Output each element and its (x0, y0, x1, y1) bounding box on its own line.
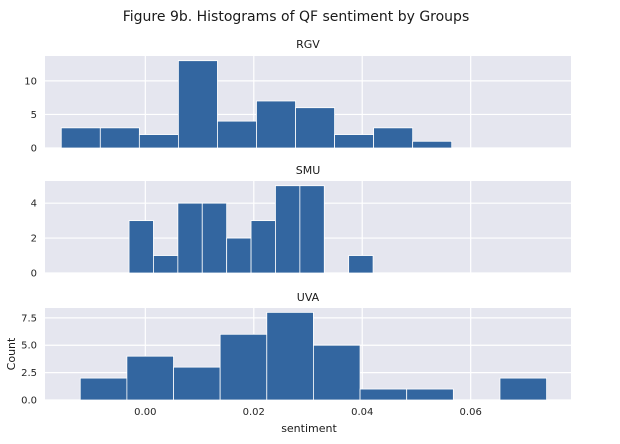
y-tick-label: 0 (31, 269, 37, 280)
y-axis-label: Count (5, 337, 18, 370)
histogram-bar (334, 134, 375, 149)
histogram-bar (412, 140, 453, 149)
histogram-bar (256, 100, 296, 149)
panel-rgv: 0 5 10 RGV (24, 38, 571, 155)
histogram-bar (177, 60, 218, 149)
x-tick-label: 0.00 (134, 407, 156, 418)
y-tick-label: 10 (24, 76, 37, 87)
histogram-bar (275, 185, 301, 274)
histogram-bar (126, 355, 174, 401)
y-tick-label: 0 (31, 144, 37, 155)
histogram-bar (153, 255, 179, 274)
histogram-bar (128, 220, 154, 274)
y-tick-label: 2 (31, 234, 37, 245)
histogram-bar (499, 377, 547, 401)
y-tick-label: 5.0 (21, 341, 37, 352)
histogram-bar (99, 127, 140, 149)
histogram-bar (348, 255, 374, 274)
panels: 0 5 10 RGV 0 2 4 SMU 0.0 2.5 5.0 7.5 UVA 0.00 0.02 0.04… (21, 38, 571, 418)
histogram-bar (138, 134, 179, 149)
x-axis-label: sentiment (281, 422, 337, 435)
panel-subtitle: RGV (296, 38, 320, 51)
histogram-bar (219, 333, 268, 401)
histogram-bar (373, 127, 414, 149)
histogram-bar (313, 344, 361, 401)
y-tick-label: 0.0 (21, 396, 37, 407)
histogram-bar (60, 127, 101, 149)
histogram-bar (173, 366, 221, 401)
panel-subtitle: UVA (297, 291, 320, 304)
figure-title: Figure 9b. Histograms of QF sentiment by… (123, 9, 470, 25)
x-tick-label: 0.06 (460, 407, 482, 418)
histogram-bar (250, 220, 276, 274)
histogram-bar (299, 185, 325, 274)
panel-smu: 0 2 4 SMU (31, 164, 571, 280)
x-tick-label: 0.04 (351, 407, 373, 418)
panel-uva: 0.0 2.5 5.0 7.5 UVA 0.00 0.02 0.04 0.06 (21, 291, 571, 418)
histogram-bar (406, 388, 454, 401)
y-tick-label: 4 (31, 199, 37, 210)
histogram-bar (295, 107, 335, 149)
panel-subtitle: SMU (296, 164, 321, 177)
histogram-bar (266, 311, 314, 401)
y-tick-label: 7.5 (21, 313, 37, 324)
y-tick-label: 2.5 (21, 368, 37, 379)
histogram-bar (217, 120, 257, 149)
x-tick-label: 0.02 (243, 407, 265, 418)
histogram-bar (359, 388, 408, 401)
histogram-bar (226, 237, 252, 274)
histogram-bar (201, 202, 228, 274)
y-tick-label: 5 (31, 110, 37, 121)
histogram-bar (177, 202, 203, 274)
histogram-bar (79, 377, 128, 401)
